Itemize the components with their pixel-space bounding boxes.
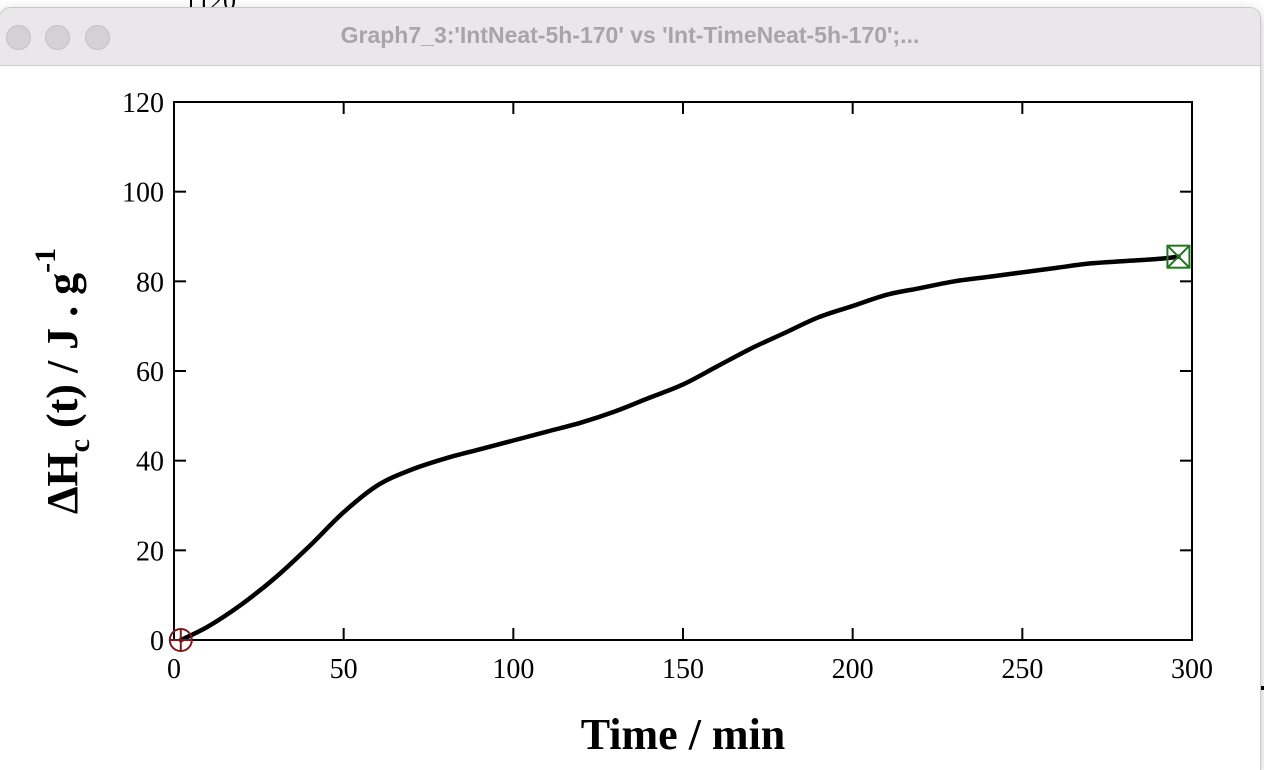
plot-frame bbox=[173, 101, 1193, 641]
x-tick-label: 150 bbox=[662, 654, 704, 685]
background-tick-mark bbox=[1258, 686, 1264, 688]
y-tick-label: 100 bbox=[122, 178, 164, 209]
x-tick-label: 100 bbox=[492, 654, 534, 685]
y-label-base: ΔH bbox=[38, 452, 87, 514]
zoom-button[interactable] bbox=[85, 25, 110, 50]
start-cursor-marker bbox=[168, 628, 193, 652]
x-axis-label: Time / min bbox=[581, 710, 786, 759]
x-tick-label: 300 bbox=[1171, 654, 1213, 685]
graph-canvas[interactable]: 0 50 100 150 200 250 300 0 20 40 60 80 100 120 Time /… bbox=[0, 8, 1260, 770]
end-cursor-diag2 bbox=[1166, 244, 1191, 269]
y-label-rest: (t) / J . g bbox=[38, 273, 87, 439]
x-tick-label: 0 bbox=[167, 654, 181, 685]
minimize-button[interactable] bbox=[45, 25, 70, 50]
y-tick-label: 60 bbox=[136, 357, 164, 388]
y-tick-label: 0 bbox=[150, 626, 164, 657]
x-tick-label: 250 bbox=[1001, 654, 1043, 685]
end-cursor-box bbox=[1166, 244, 1191, 269]
x-tick-label: 50 bbox=[330, 654, 358, 685]
y-tick-label: 20 bbox=[136, 536, 164, 567]
close-button[interactable] bbox=[6, 25, 31, 50]
y-label-superscript: -1 bbox=[29, 248, 62, 273]
title-bar[interactable]: Graph7_3:'IntNeat-5h-170' vs 'Int-TimeNe… bbox=[0, 8, 1260, 66]
data-series-line bbox=[178, 254, 1181, 643]
window-title: Graph7_3:'IntNeat-5h-170' vs 'Int-TimeNe… bbox=[340, 22, 920, 48]
y-tick-label: 40 bbox=[136, 447, 164, 478]
end-cursor-marker bbox=[1166, 244, 1191, 269]
y-tick-label: 80 bbox=[136, 267, 164, 298]
graph-window[interactable]: Graph7_3:'IntNeat-5h-170' vs 'Int-TimeNe… bbox=[0, 8, 1260, 770]
y-label-subscript: c bbox=[63, 439, 96, 452]
y-tick-label: 120 bbox=[122, 88, 164, 119]
y-axis-label: ΔHc (t) / J . g-1 bbox=[29, 248, 96, 514]
x-tick-label: 200 bbox=[832, 654, 874, 685]
